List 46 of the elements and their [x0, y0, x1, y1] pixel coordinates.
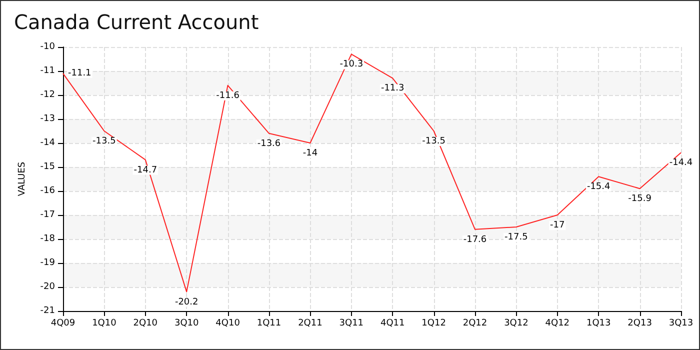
data-label: -10.3 [340, 60, 364, 70]
data-label: -11.6 [216, 90, 240, 101]
x-tick-label: 1Q13 [586, 318, 611, 328]
x-tick-label: 4Q09 [50, 318, 76, 328]
x-tick-label: 1Q11 [256, 318, 282, 328]
x-tick-label: 2Q13 [628, 318, 652, 328]
data-label: -13.6 [257, 138, 281, 149]
y-tick-label: -18 [40, 234, 56, 244]
y-tick-label: -15 [40, 162, 55, 172]
x-tick-label: 2Q11 [298, 318, 322, 328]
x-tick-label: 3Q11 [339, 318, 364, 328]
y-tick-label: -21 [40, 306, 55, 316]
data-label: -14.7 [134, 165, 158, 176]
y-tick-label: -17 [40, 210, 55, 220]
x-tick-label: 3Q10 [174, 318, 200, 328]
y-axis-title: VALUES [18, 162, 28, 196]
data-label: -17 [550, 220, 565, 230]
data-label: -11.3 [380, 84, 404, 94]
data-label: -17.5 [504, 232, 528, 242]
y-tick-label: -14 [40, 138, 56, 148]
x-tick-label: 4Q11 [380, 318, 405, 328]
data-label: -14 [302, 148, 318, 158]
y-tick-label: -20 [40, 282, 56, 292]
data-label: -20.2 [174, 297, 198, 308]
x-tick-label: 2Q12 [462, 318, 488, 328]
y-tick-label: -19 [40, 258, 56, 268]
data-label: -15.9 [628, 194, 652, 204]
y-tick-label: -10 [40, 42, 56, 52]
y-tick-label: -16 [40, 186, 56, 196]
data-label: -15.4 [586, 182, 611, 192]
x-tick-label: 1Q10 [92, 318, 117, 328]
data-label: -14.4 [669, 158, 693, 168]
data-label: -11.1 [68, 68, 92, 78]
x-tick-label: 2Q10 [133, 318, 158, 328]
y-tick-label: -11 [40, 66, 55, 76]
data-label: -13.5 [92, 136, 116, 146]
data-label: -13.5 [422, 136, 446, 146]
chart-title: Canada Current Account [14, 10, 259, 34]
data-label: -17.6 [463, 234, 487, 245]
x-tick-label: 4Q10 [216, 318, 240, 328]
x-tick-label: 4Q12 [545, 318, 570, 328]
y-tick-label: -13 [40, 114, 55, 124]
x-tick-label: 3Q13 [668, 318, 694, 328]
x-tick-label: 1Q12 [422, 318, 446, 328]
x-tick-label: 3Q12 [504, 318, 528, 328]
y-tick-label: -12 [40, 90, 55, 100]
